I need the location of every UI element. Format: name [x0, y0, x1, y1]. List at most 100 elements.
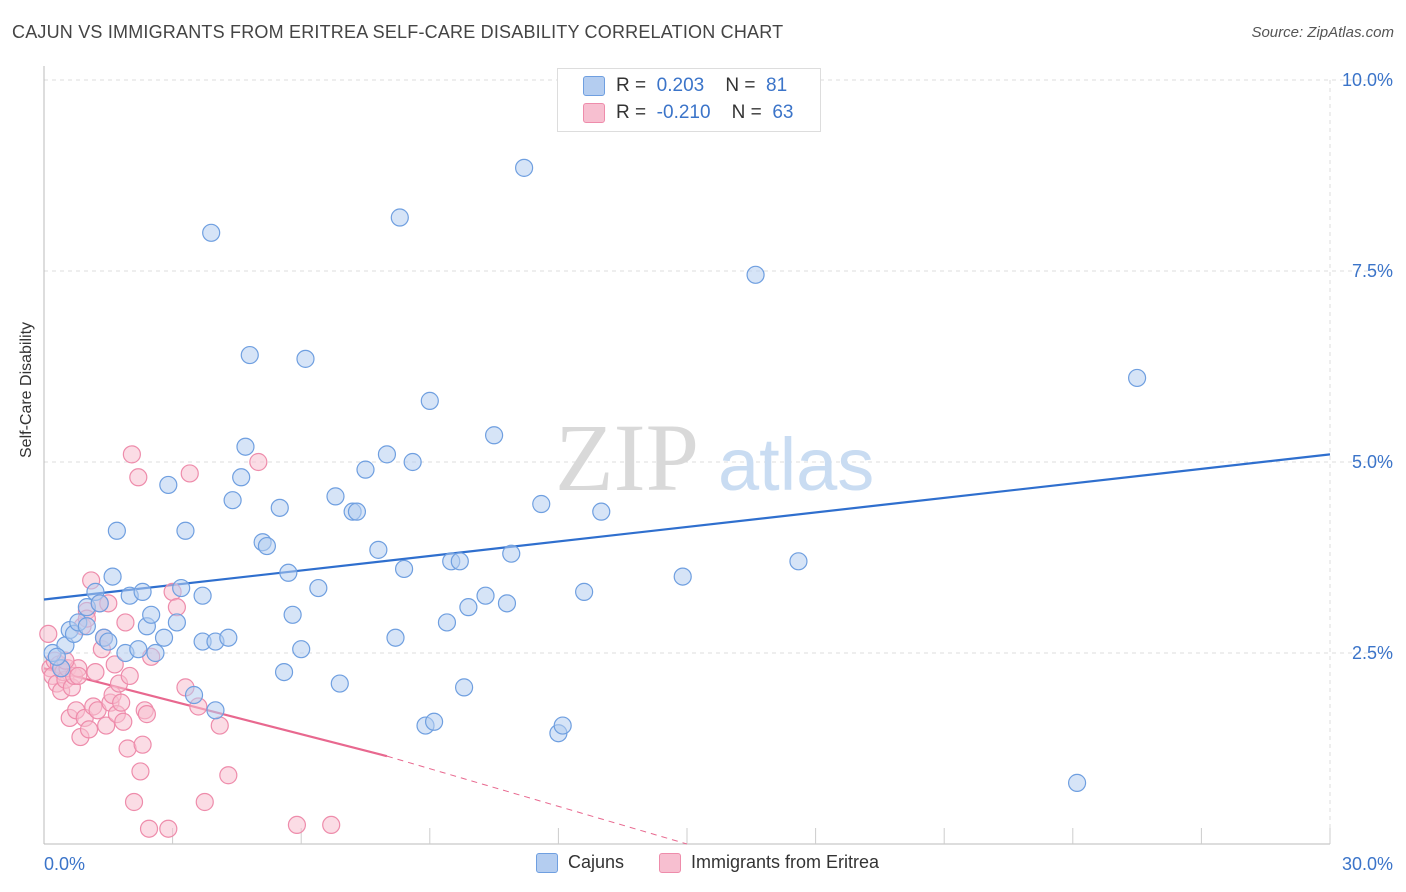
- x-tick-label: 0.0%: [44, 854, 85, 874]
- trend-lines: [43, 453, 1331, 845]
- cajuns-point: [502, 544, 521, 563]
- series-cajuns-points: [43, 158, 1147, 792]
- eritrea-point: [287, 815, 307, 835]
- watermark-zip: ZIP: [555, 404, 699, 511]
- cajuns-point: [77, 617, 96, 636]
- cajuns-point: [515, 158, 534, 177]
- legend-swatch-blue: [583, 76, 605, 96]
- cajuns-point: [236, 437, 255, 456]
- cajuns-point: [240, 345, 259, 365]
- eritrea-point: [97, 716, 116, 735]
- y-axis-label: Self-Care Disability: [18, 321, 35, 458]
- cajuns-point: [296, 349, 315, 368]
- eritrea-point: [180, 464, 199, 483]
- legend-r-value: -0.210: [656, 102, 711, 123]
- legend-item-eritrea: Immigrants from Eritrea: [659, 852, 879, 873]
- eritrea-point: [69, 666, 88, 686]
- cajuns-point: [103, 567, 122, 586]
- y-tick-label: 5.0%: [1352, 452, 1393, 472]
- cajuns-point: [437, 613, 457, 632]
- eritrea-point: [139, 819, 159, 838]
- tick-labels: 2.5% 5.0% 7.5% 10.0% 0.0% 30.0%: [44, 70, 1393, 874]
- cajuns-point: [497, 594, 517, 613]
- cajuns-point: [154, 628, 174, 647]
- cajuns-point: [107, 521, 126, 540]
- cajuns-point: [789, 552, 808, 571]
- cajuns-point: [274, 662, 294, 682]
- eritrea-point: [322, 815, 341, 835]
- eritrea-point: [210, 716, 229, 735]
- eritrea-point: [112, 693, 131, 712]
- cajuns-point: [206, 701, 225, 720]
- cajuns-point: [532, 494, 551, 514]
- eritrea-point: [159, 819, 178, 838]
- cajuns-point: [459, 598, 478, 617]
- cajuns-point: [403, 452, 422, 472]
- watermark-atlas: atlas: [718, 423, 874, 506]
- legend-n-label: N =: [731, 102, 762, 123]
- cajuns-point: [279, 563, 298, 582]
- cajuns-point: [420, 391, 439, 410]
- eritrea-point: [167, 598, 186, 617]
- eritrea-point: [79, 720, 99, 739]
- eritrea-point: [137, 705, 156, 724]
- cajuns-point: [673, 567, 692, 586]
- legend-item-cajuns: Cajuns: [536, 852, 624, 873]
- cajuns-point: [283, 605, 302, 624]
- cajuns-point: [167, 613, 186, 632]
- cajuns-point: [369, 540, 388, 559]
- cajuns-point: [394, 559, 414, 579]
- legend-label-eritrea: Immigrants from Eritrea: [691, 852, 880, 872]
- eritrea-point: [118, 739, 137, 758]
- legend-r-label: R =: [616, 102, 647, 123]
- correlation-legend: R = 0.203 N = 81 R = -0.210 N = 63: [557, 68, 821, 132]
- cajuns-point: [219, 628, 238, 647]
- legend-n-value: 81: [766, 75, 788, 96]
- cajuns-point: [172, 578, 191, 598]
- cajuns-point: [90, 594, 109, 613]
- cajuns-point: [326, 487, 345, 506]
- legend-n-label: N =: [725, 75, 756, 96]
- cajuns-point: [270, 498, 289, 517]
- cajuns-point: [142, 605, 161, 624]
- eritrea-point: [122, 445, 141, 464]
- eritrea-point: [219, 766, 238, 785]
- legend-swatch-cajuns: [536, 852, 558, 873]
- eritrea-point: [86, 662, 105, 682]
- legend-label-cajuns: Cajuns: [568, 852, 625, 872]
- chart-title: CAJUN VS IMMIGRANTS FROM ERITREA SELF-CA…: [12, 22, 784, 42]
- cajuns-point: [133, 582, 152, 601]
- cajuns-point: [575, 582, 594, 601]
- cajuns-point: [257, 536, 277, 556]
- cajuns-point: [347, 502, 367, 521]
- eritrea-point: [120, 666, 139, 686]
- legend-swatch-eritrea: [659, 852, 681, 873]
- cajuns-point: [184, 685, 204, 705]
- legend-row-eritrea: R = -0.210 N = 63: [583, 102, 793, 124]
- cajuns-point: [223, 491, 242, 510]
- cajuns-point: [746, 265, 765, 284]
- cajuns-trend-line: [43, 453, 1331, 601]
- eritrea-point: [129, 468, 148, 487]
- cajuns-point: [450, 552, 469, 571]
- eritrea-trend-extension: [386, 755, 688, 845]
- x-tick-label: 30.0%: [1342, 854, 1393, 874]
- eritrea-point: [124, 792, 144, 812]
- cajuns-point: [159, 475, 178, 495]
- cajuns-point: [176, 521, 195, 540]
- cajuns-point: [592, 502, 611, 521]
- eritrea-point: [116, 613, 135, 632]
- y-tick-label: 10.0%: [1342, 70, 1393, 90]
- legend-swatch-pink: [583, 103, 605, 123]
- cajuns-point: [232, 468, 251, 487]
- series-legend: Cajuns Immigrants from Eritrea: [0, 852, 1406, 878]
- y-tick-label: 2.5%: [1352, 643, 1393, 663]
- cajuns-point: [309, 578, 328, 598]
- source-credit: Source: ZipAtlas.com: [1251, 24, 1394, 41]
- eritrea-point: [105, 655, 124, 674]
- cajuns-point: [202, 223, 221, 242]
- cajuns-point: [1067, 773, 1087, 792]
- cajuns-point: [454, 678, 474, 697]
- legend-r-value: 0.203: [656, 75, 705, 96]
